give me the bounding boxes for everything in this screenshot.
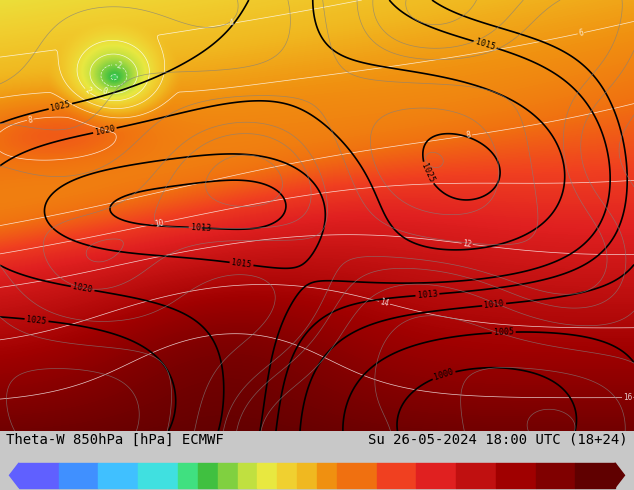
Text: 1015: 1015: [474, 37, 496, 52]
FancyArrow shape: [10, 463, 19, 488]
Bar: [536, 463, 575, 488]
Bar: [198, 463, 217, 488]
FancyArrow shape: [615, 463, 624, 488]
Bar: [59, 463, 98, 488]
Bar: [575, 463, 615, 488]
Text: 1025: 1025: [26, 315, 47, 325]
Bar: [138, 463, 178, 488]
Text: 1005: 1005: [493, 327, 514, 337]
Text: 1015: 1015: [231, 258, 252, 270]
Text: 1000: 1000: [433, 368, 455, 382]
Bar: [496, 463, 536, 488]
Bar: [217, 463, 238, 488]
Text: 4: 4: [229, 19, 235, 28]
Bar: [337, 463, 377, 488]
Text: 1020: 1020: [94, 124, 115, 137]
Text: 6: 6: [578, 28, 584, 38]
Text: -2: -2: [112, 60, 123, 71]
Bar: [178, 463, 198, 488]
Bar: [417, 463, 456, 488]
Text: 1013: 1013: [190, 223, 211, 233]
Text: 1025: 1025: [49, 99, 71, 113]
Text: 1013: 1013: [417, 290, 437, 300]
Text: 0: 0: [101, 87, 108, 97]
Text: 1025: 1025: [419, 162, 436, 184]
Bar: [456, 463, 496, 488]
Bar: [277, 463, 297, 488]
Bar: [19, 463, 59, 488]
Bar: [98, 463, 138, 488]
Bar: [257, 463, 277, 488]
Text: 1020: 1020: [72, 282, 93, 294]
Text: Su 26-05-2024 18:00 UTC (18+24): Su 26-05-2024 18:00 UTC (18+24): [368, 433, 628, 447]
Text: 16: 16: [623, 393, 632, 402]
Bar: [317, 463, 337, 488]
Bar: [297, 463, 317, 488]
Text: 14: 14: [379, 297, 390, 308]
Text: Theta-W 850hPa [hPa] ECMWF: Theta-W 850hPa [hPa] ECMWF: [6, 433, 224, 447]
Text: 2: 2: [83, 86, 92, 96]
Bar: [238, 463, 257, 488]
Text: 12: 12: [462, 239, 472, 249]
Text: 1010: 1010: [484, 299, 505, 310]
Bar: [377, 463, 417, 488]
Text: 10: 10: [153, 218, 164, 228]
Text: 8: 8: [27, 115, 34, 124]
Text: 8: 8: [466, 131, 472, 140]
